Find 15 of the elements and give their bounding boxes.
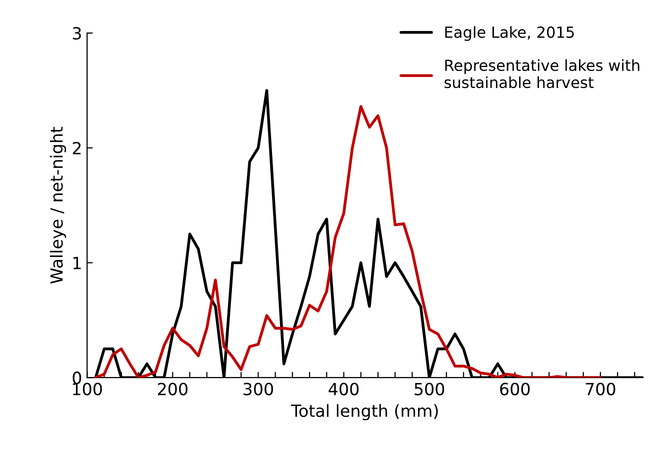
y-tick-label: 2 bbox=[72, 142, 81, 154]
x-tick-label: 100 bbox=[73, 382, 102, 396]
y-tick-label: 0 bbox=[72, 372, 82, 384]
y-tick-label: 1 bbox=[73, 256, 81, 270]
legend-label: Representative lakes with sustainable harvest bbox=[444, 59, 640, 88]
y-axis-title: Walleye / net-night bbox=[50, 126, 66, 284]
x-tick-label: 300 bbox=[244, 382, 274, 396]
legend-label: Eagle Lake, 2015 bbox=[445, 26, 574, 41]
y-tick-label: 3 bbox=[72, 27, 81, 40]
x-tick-label: 600 bbox=[500, 382, 530, 396]
x-tick-label: 200 bbox=[158, 382, 188, 396]
x-tick-label: 700 bbox=[586, 382, 616, 396]
x-axis-title: Total length (mm) bbox=[291, 404, 438, 420]
x-tick-label: 400 bbox=[328, 382, 359, 396]
x-tick-label: 500 bbox=[414, 382, 444, 396]
